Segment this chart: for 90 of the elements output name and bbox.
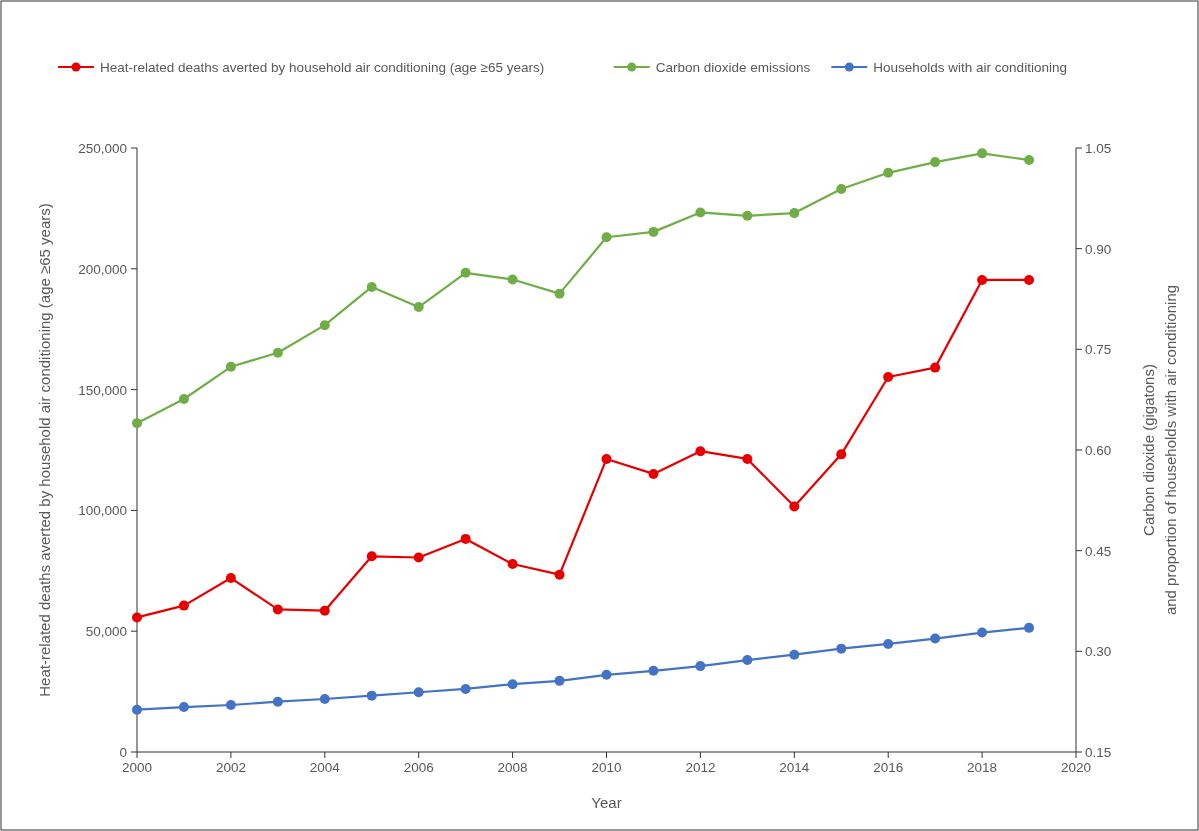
point bbox=[366, 690, 377, 701]
point bbox=[225, 361, 236, 372]
point bbox=[695, 661, 706, 672]
point bbox=[507, 559, 518, 570]
point bbox=[366, 551, 377, 562]
x-tick-label: 2010 bbox=[591, 760, 622, 775]
point bbox=[554, 288, 565, 299]
point bbox=[883, 638, 894, 649]
point bbox=[272, 604, 283, 615]
point bbox=[554, 675, 565, 686]
point bbox=[836, 183, 847, 194]
point bbox=[272, 696, 283, 707]
point bbox=[1024, 622, 1035, 633]
point bbox=[836, 643, 847, 654]
point bbox=[413, 552, 424, 563]
legend-label: Households with air conditioning bbox=[873, 60, 1067, 75]
point bbox=[319, 693, 330, 704]
point bbox=[742, 453, 753, 464]
point bbox=[883, 167, 894, 178]
point bbox=[742, 655, 753, 666]
point bbox=[695, 446, 706, 457]
point bbox=[132, 418, 142, 429]
point bbox=[319, 320, 330, 331]
point bbox=[272, 347, 283, 358]
point bbox=[601, 232, 612, 243]
y2-axis-title: Carbon dioxide (gigatons) and proportion of households with air conditioning bbox=[1140, 284, 1179, 616]
point bbox=[460, 683, 471, 694]
point bbox=[132, 704, 142, 715]
point bbox=[648, 226, 659, 237]
point bbox=[507, 679, 518, 690]
x-tick-label: 2002 bbox=[215, 760, 246, 775]
point bbox=[977, 274, 988, 285]
point bbox=[789, 208, 800, 219]
point bbox=[178, 394, 189, 404]
point bbox=[225, 700, 236, 711]
y2-tick-label: 1.05 bbox=[1085, 141, 1112, 156]
point bbox=[883, 372, 894, 383]
x-tick-label: 2000 bbox=[121, 760, 153, 775]
point bbox=[695, 207, 706, 218]
point bbox=[507, 274, 518, 285]
y-tick-label: 50,000 bbox=[85, 624, 127, 640]
x-tick-label: 2006 bbox=[403, 760, 434, 775]
y-tick-label: 200,000 bbox=[78, 261, 127, 277]
legend-label: Carbon dioxide emissions bbox=[655, 60, 811, 75]
point bbox=[648, 468, 659, 479]
x-tick-label: 2018 bbox=[967, 760, 998, 775]
point bbox=[930, 633, 941, 644]
point bbox=[977, 148, 988, 159]
point bbox=[836, 449, 847, 460]
point bbox=[225, 573, 236, 584]
y2-tick-label: 0.30 bbox=[1085, 644, 1112, 660]
point bbox=[460, 267, 471, 278]
y-tick-label: 150,000 bbox=[78, 382, 127, 398]
y-tick-label: 0 bbox=[119, 745, 127, 760]
point bbox=[554, 569, 565, 580]
point bbox=[1024, 155, 1035, 166]
point bbox=[178, 702, 189, 713]
point bbox=[366, 281, 377, 292]
x-tick-label: 2016 bbox=[873, 760, 904, 775]
y-tick-label: 100,000 bbox=[78, 503, 127, 519]
point bbox=[648, 665, 659, 676]
point bbox=[977, 627, 988, 638]
point bbox=[789, 501, 800, 512]
point bbox=[1024, 274, 1035, 285]
x-tick-label: 2004 bbox=[309, 760, 341, 775]
y2-tick-label: 0.60 bbox=[1085, 443, 1112, 458]
y2-tick-label: 0.45 bbox=[1085, 543, 1112, 559]
x-tick-label: 2020 bbox=[1060, 760, 1092, 775]
y-tick-label: 250,000 bbox=[78, 141, 127, 156]
y2-tick-label: 0.75 bbox=[1085, 342, 1112, 358]
point bbox=[601, 453, 612, 464]
point bbox=[930, 157, 941, 168]
point bbox=[413, 687, 424, 698]
point bbox=[132, 612, 142, 623]
y-axis-title: Heat-related deaths averted by household air conditioning (age ≥65 years) bbox=[36, 203, 53, 697]
point bbox=[789, 649, 800, 660]
y2-tick-label: 0.15 bbox=[1085, 745, 1112, 760]
point bbox=[319, 605, 330, 616]
legend-label: Heat-related deaths averted by household air conditioning (age ≥65 years) bbox=[100, 60, 545, 75]
point bbox=[413, 302, 424, 313]
y2-tick-label: 0.90 bbox=[1085, 241, 1112, 257]
point bbox=[178, 600, 189, 611]
point bbox=[930, 362, 941, 373]
point bbox=[460, 533, 471, 544]
point bbox=[742, 210, 753, 221]
point bbox=[601, 669, 612, 680]
x-tick-label: 2012 bbox=[685, 760, 716, 775]
x-tick-label: 2008 bbox=[497, 760, 528, 775]
x-axis-title: Year bbox=[591, 794, 622, 811]
x-tick-label: 2014 bbox=[779, 760, 810, 775]
